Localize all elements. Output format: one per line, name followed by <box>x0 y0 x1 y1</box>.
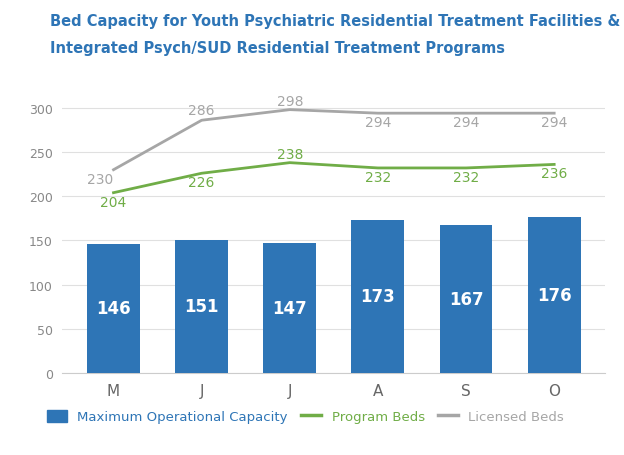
Text: 146: 146 <box>96 300 131 318</box>
Text: 230: 230 <box>87 172 114 186</box>
Text: 173: 173 <box>361 288 395 306</box>
Bar <box>175 240 228 373</box>
Bar <box>528 218 580 373</box>
Text: 298: 298 <box>276 95 303 109</box>
Text: 147: 147 <box>273 299 307 317</box>
Text: 238: 238 <box>276 147 303 162</box>
Bar <box>439 226 492 373</box>
Text: 204: 204 <box>100 195 127 209</box>
Text: 176: 176 <box>537 287 572 304</box>
Text: 232: 232 <box>453 171 479 184</box>
Text: 167: 167 <box>449 290 484 308</box>
Legend: Maximum Operational Capacity, Program Beds, Licensed Beds: Maximum Operational Capacity, Program Be… <box>42 404 569 429</box>
Text: Bed Capacity for Youth Psychiatric Residential Treatment Facilities &: Bed Capacity for Youth Psychiatric Resid… <box>50 14 620 29</box>
Bar <box>87 244 140 373</box>
Text: 294: 294 <box>364 116 391 130</box>
Text: 294: 294 <box>541 116 567 130</box>
Text: 294: 294 <box>453 116 479 130</box>
Text: 226: 226 <box>188 176 215 190</box>
Bar <box>351 221 404 373</box>
Bar <box>263 243 316 373</box>
Text: 232: 232 <box>365 171 391 184</box>
Text: 236: 236 <box>541 167 567 181</box>
Text: Integrated Psych/SUD Residential Treatment Programs: Integrated Psych/SUD Residential Treatme… <box>50 41 505 56</box>
Text: 151: 151 <box>185 298 219 315</box>
Text: 286: 286 <box>188 103 215 117</box>
